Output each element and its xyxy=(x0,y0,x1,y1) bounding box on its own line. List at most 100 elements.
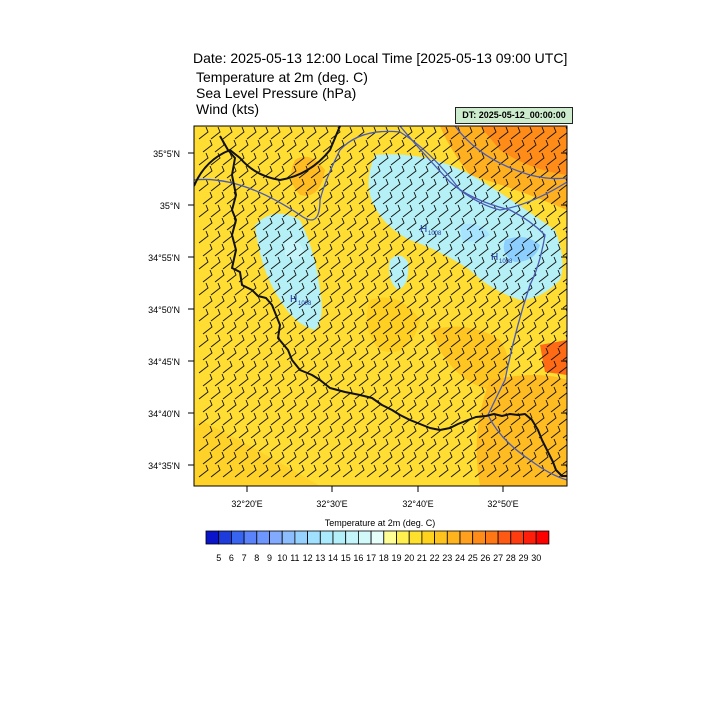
colorbar-title: Temperature at 2m (deg. C) xyxy=(325,518,436,528)
wind-barb xyxy=(414,282,425,296)
wind-barb xyxy=(454,347,465,361)
colorbar-swatch xyxy=(269,530,283,545)
wind-barb xyxy=(342,282,353,296)
wind-barb xyxy=(354,386,365,400)
wind-barb xyxy=(258,334,269,348)
wind-barb xyxy=(322,165,333,179)
wind-barb xyxy=(414,152,425,166)
wind-barb xyxy=(478,451,489,465)
wind-barb xyxy=(330,178,341,192)
colorbar-swatch xyxy=(370,530,385,545)
wind-barb xyxy=(394,191,405,205)
wind-barb xyxy=(298,373,309,387)
wind-barb xyxy=(454,165,465,179)
wind-barb xyxy=(538,139,549,153)
wind-barb xyxy=(390,178,401,192)
wind-barb xyxy=(466,321,477,335)
map-frame xyxy=(193,125,568,487)
wind-barb xyxy=(510,282,521,296)
wind-barb xyxy=(238,191,249,205)
lon-label: 32°30'E xyxy=(316,499,347,509)
wind-barb xyxy=(250,269,261,283)
wind-barb xyxy=(562,252,567,257)
wind-barb xyxy=(442,347,453,361)
wind-barb xyxy=(534,126,545,140)
wind-barb xyxy=(522,360,533,374)
wind-barb xyxy=(522,256,533,270)
wind-barb xyxy=(226,347,237,361)
wind-barb xyxy=(538,321,549,335)
wind-barb xyxy=(502,269,513,283)
wind-barb xyxy=(202,399,213,413)
wind-barb xyxy=(462,308,473,322)
wind-barb xyxy=(490,295,501,309)
wind-barb xyxy=(334,139,345,153)
wind-barb xyxy=(330,204,341,218)
wind-barb xyxy=(354,360,365,374)
wind-barb xyxy=(498,464,509,478)
wind-barb xyxy=(414,360,425,374)
wind-barb xyxy=(490,191,501,205)
wind-barb xyxy=(342,438,353,452)
wind-barb xyxy=(394,269,405,283)
wind-barb xyxy=(462,386,473,400)
wind-barb xyxy=(402,256,413,270)
wind-barb xyxy=(486,334,497,348)
wind-barb xyxy=(406,373,417,387)
wind-barb xyxy=(358,243,369,257)
wind-barb xyxy=(534,412,545,426)
wind-barb xyxy=(430,451,441,465)
colorbar-tick-label: 15 xyxy=(341,553,351,563)
wind-barb xyxy=(214,217,225,231)
wind-barb xyxy=(310,269,321,283)
wind-barb xyxy=(306,204,317,218)
colorbar-tick-label: 21 xyxy=(417,553,427,563)
wind-barb xyxy=(538,399,549,413)
wind-barb xyxy=(330,334,341,348)
colorbar-swatch xyxy=(523,530,537,545)
wind-barb xyxy=(510,334,521,348)
wind-barb xyxy=(534,334,545,348)
wind-barb xyxy=(286,217,297,231)
wind-barb xyxy=(250,399,261,413)
wind-barb xyxy=(498,178,509,192)
wind-barb xyxy=(490,269,501,283)
wind-barb xyxy=(502,139,513,153)
wind-barb xyxy=(294,230,305,244)
wind-barb xyxy=(346,295,357,309)
wind-barb xyxy=(346,399,357,413)
wind-barb xyxy=(414,334,425,348)
wind-barb xyxy=(234,334,245,348)
wind-barb xyxy=(454,191,465,205)
wind-barb xyxy=(346,321,357,335)
wind-barb xyxy=(526,425,537,439)
wind-barb xyxy=(402,230,413,244)
wind-barb xyxy=(438,334,449,348)
wind-barb xyxy=(450,386,461,400)
wind-barb xyxy=(486,464,497,478)
wind-barb xyxy=(502,243,513,257)
temperature-field xyxy=(194,126,567,486)
colorbar-swatch xyxy=(383,530,397,545)
wind-barb xyxy=(466,295,477,309)
wind-barb xyxy=(426,360,437,374)
wind-barb xyxy=(502,451,513,465)
wind-barb xyxy=(414,308,425,322)
wind-barb xyxy=(346,347,357,361)
wind-barb xyxy=(450,152,461,166)
colorbar-tick-label: 14 xyxy=(328,553,338,563)
colorbar-tick-label: 6 xyxy=(229,553,234,563)
wind-barb xyxy=(238,373,249,387)
wind-barb xyxy=(454,269,465,283)
wind-barb xyxy=(550,451,561,465)
wind-barb xyxy=(538,295,549,309)
wind-barb xyxy=(222,464,233,478)
colorbar-swatch xyxy=(408,530,423,545)
wind-barb xyxy=(382,425,393,439)
wind-barb xyxy=(486,204,497,218)
wind-barb xyxy=(262,269,273,283)
wind-barb xyxy=(450,282,461,296)
wind-barb xyxy=(346,165,357,179)
wind-barb xyxy=(250,139,261,153)
wind-barb xyxy=(198,178,209,192)
